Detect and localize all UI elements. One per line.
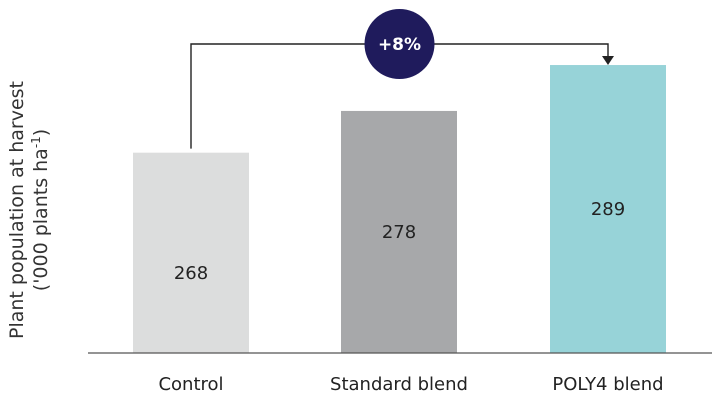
- data-label-poly4-blend: 289: [591, 199, 625, 220]
- change-badge-text: +8%: [378, 35, 421, 55]
- x-tick-labels: Control Standard blend POLY4 blend: [158, 374, 663, 395]
- bar-control: [133, 152, 249, 353]
- y-axis-label-close: ): [30, 129, 52, 136]
- change-badge: [364, 9, 435, 79]
- data-label-control: 268: [174, 263, 208, 284]
- bars: 268 278 289: [133, 65, 666, 354]
- data-label-standard-blend: 278: [382, 222, 416, 243]
- comparison-arrowhead: [602, 56, 614, 66]
- x-tick-poly4-blend: POLY4 blend: [552, 374, 663, 395]
- comparison-annotation: +8%: [190, 9, 614, 149]
- bar-poly4-blend: [550, 65, 666, 353]
- x-tick-control: Control: [158, 374, 223, 395]
- y-axis-label-superscript: -1: [29, 136, 43, 148]
- y-axis-label-line1: Plant population at harvest: [6, 81, 28, 339]
- y-axis-label-unit: ('000 plants ha: [30, 148, 52, 291]
- bar-standard-blend: [341, 110, 457, 354]
- x-tick-standard-blend: Standard blend: [330, 374, 468, 395]
- y-axis-label: Plant population at harvest ('000 plants…: [6, 81, 52, 339]
- y-axis-label-line2: ('000 plants ha-1): [29, 129, 52, 291]
